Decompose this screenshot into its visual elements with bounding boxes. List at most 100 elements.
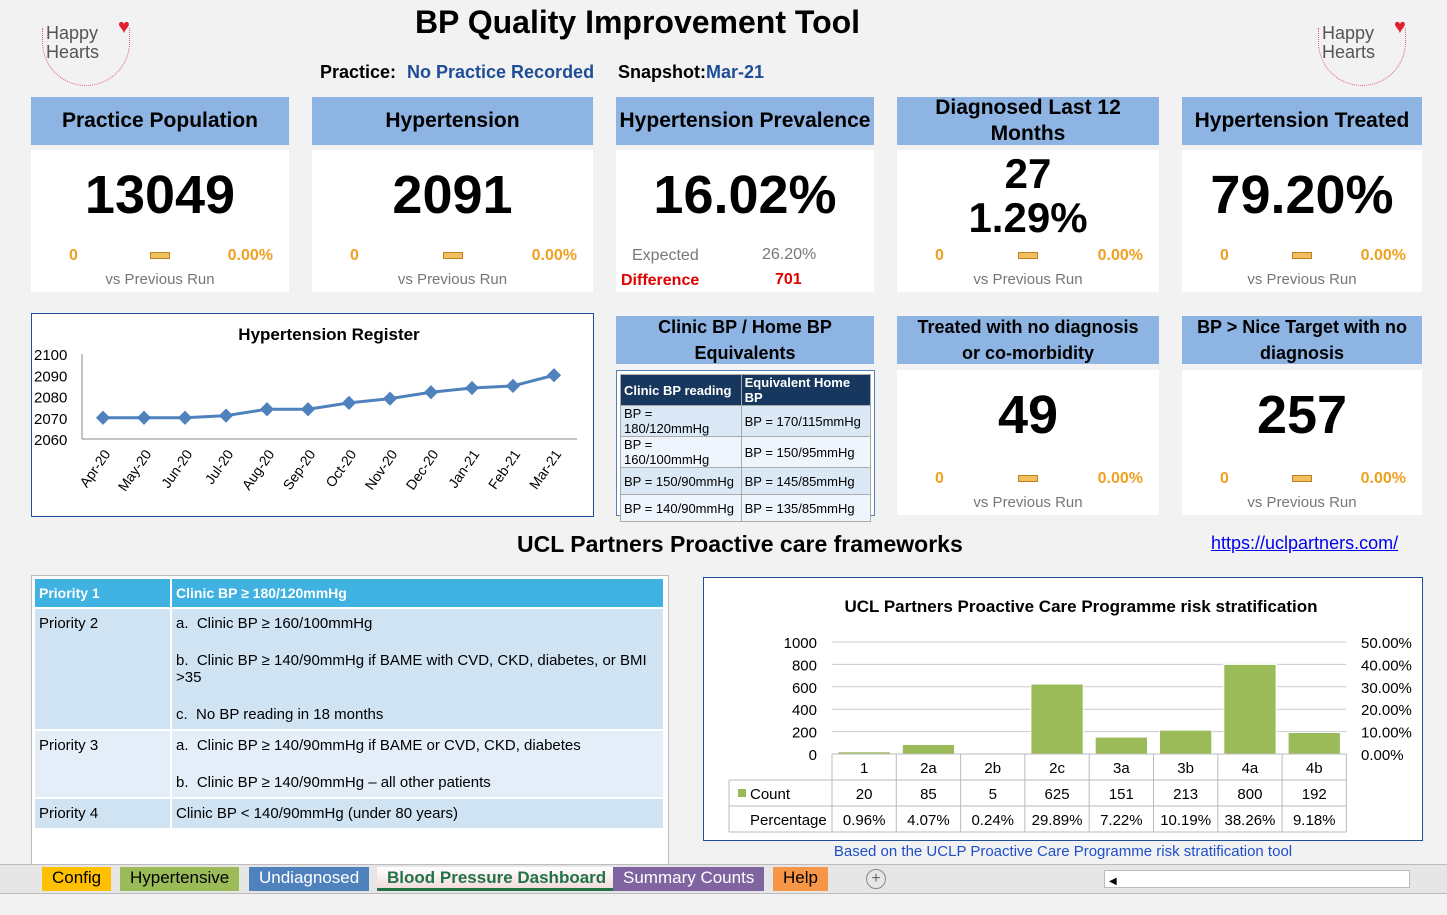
priority-row: Priority 2 a. Clinic BP ≥ 160/100mmHg b. C…: [35, 608, 665, 731]
y-tick-label: 2060: [34, 432, 67, 449]
table-cell: BP = 180/120mmHg: [620, 405, 742, 437]
table-row: BP = 180/120mmHg BP = 170/115mmHg: [620, 405, 872, 437]
metric-value: 16.02%: [653, 165, 837, 225]
table-cell: 0.96%: [843, 812, 886, 829]
sheet-tab[interactable]: Help: [773, 867, 828, 891]
table-cell: BP = 160/100mmHg: [620, 436, 742, 468]
snapshot-value: Mar-21: [706, 62, 765, 82]
section-title: UCL Partners Proactive care frameworks: [517, 531, 963, 557]
x-tick-label: Apr-20: [76, 446, 113, 490]
table-cell: 800: [1237, 786, 1262, 803]
table-cell: 85: [920, 786, 937, 803]
bar: [1287, 731, 1341, 755]
vs-previous-label: vs Previous Run: [973, 494, 1083, 511]
table-row: BP = 150/90mmHg BP = 145/85mmHg: [620, 467, 872, 495]
data-point: [423, 385, 439, 400]
data-point: [136, 410, 152, 425]
x-tick-label: Sep-20: [279, 446, 318, 492]
sheet-tab[interactable]: Config: [42, 867, 112, 891]
priority-row: Priority 4 Clinic BP < 140/90mmHg (under …: [35, 798, 665, 830]
metric-value: 79.20%: [1210, 165, 1394, 225]
table-cell: 29.89%: [1032, 812, 1083, 829]
equivalents-table: Clinic BP reading Equivalent Home BP BP =…: [616, 370, 875, 522]
table-cell: BP = 150/90mmHg: [620, 467, 742, 495]
y2-tick-label: 30.00%: [1361, 680, 1412, 697]
priority-row: Priority 1 Clinic BP ≥ 180/120mmHg: [35, 579, 665, 609]
change-value: 0: [350, 247, 359, 264]
table-cell: BP = 170/115mmHg: [740, 405, 872, 437]
table-cell: 4.07%: [907, 812, 950, 829]
table-cell: 151: [1109, 786, 1134, 803]
change-percent: 0.00%: [1360, 247, 1406, 264]
metric-card: 16.02% Expected 26.20% Difference 701: [616, 150, 874, 292]
card-title: Hypertension Prevalence: [616, 97, 874, 145]
metric-card: 2091 0 0.00% vs Previous Run: [312, 150, 593, 292]
table-cell: 9.18%: [1293, 812, 1336, 829]
priority-criterion: b. Clinic BP ≥ 140/90mmHg – all other pa…: [176, 774, 491, 791]
table-cell: BP = 150/95mmHg: [740, 436, 872, 468]
x-tick-label: Aug-20: [238, 446, 277, 492]
logo-left: Happy Hearts ♥: [30, 6, 130, 86]
bar: [1094, 736, 1149, 755]
table-cell: 213: [1173, 786, 1198, 803]
card-title: BP > Nice Target with no diagnosis: [1182, 316, 1422, 364]
y-tick-label: 600: [792, 680, 817, 697]
equivalents-title: Clinic BP / Home BP Equivalents: [616, 316, 874, 364]
x-tick-label: Mar-21: [526, 446, 565, 492]
x-tick-label: Feb-21: [485, 446, 524, 492]
change-value: 0: [935, 470, 944, 487]
add-sheet-icon[interactable]: +: [866, 869, 886, 889]
x-tick-label: Jan-21: [445, 446, 483, 490]
no-change-icon: [1292, 252, 1312, 259]
sheet-tab[interactable]: Blood Pressure Dashboard: [377, 867, 617, 891]
y-tick-label: 0: [809, 747, 817, 764]
bar: [901, 743, 956, 755]
table-cell: 3b: [1177, 760, 1194, 777]
metric-percent: 1.29%: [968, 194, 1088, 241]
table-cell: 0.24%: [971, 812, 1014, 829]
sheet-tab[interactable]: Undiagnosed: [249, 867, 370, 891]
card-title: Diagnosed Last 12 Months: [897, 96, 1159, 145]
risk-stratification-chart: UCL Partners Proactive Care Programme ri…: [703, 577, 1423, 841]
priority-label: Priority 2: [35, 608, 172, 731]
expected-label: Expected: [632, 247, 699, 264]
change-value: 0: [1220, 470, 1229, 487]
data-point: [464, 380, 480, 396]
expected-value: 26.20%: [762, 246, 817, 263]
no-change-icon: [442, 252, 463, 259]
table-row: BP = 140/90mmHg BP = 135/85mmHg: [620, 494, 872, 522]
metric-card: 79.20% 0 0.00% vs Previous Run: [1182, 150, 1422, 292]
sheet-tab[interactable]: Hypertensive: [120, 867, 240, 891]
priority-label: Priority 4: [35, 798, 172, 830]
y2-tick-label: 0.00%: [1361, 747, 1404, 764]
uclpartners-link[interactable]: https://uclpartners.com/: [1211, 533, 1399, 553]
table-cell: 3a: [1113, 760, 1130, 777]
priority-row: Priority 3 a. Clinic BP ≥ 140/90mmHg if B…: [35, 730, 665, 799]
table-cell: 4a: [1242, 760, 1259, 777]
table-cell: 7.22%: [1100, 812, 1143, 829]
table-cell: BP = 135/85mmHg: [740, 494, 872, 522]
y-tick-label: 200: [792, 725, 817, 742]
metric-value: 13049: [84, 165, 236, 225]
change-value: 0: [935, 247, 944, 264]
table-cell: 2c: [1049, 760, 1065, 777]
sheet-tab-bar: Config Hypertensive Undiagnosed Blood Press…: [0, 864, 1447, 894]
priority-criterion: Clinic BP ≥ 180/120mmHg: [176, 585, 347, 601]
metric-value: 257: [1256, 385, 1348, 445]
row-label: Percentage: [750, 812, 827, 829]
y2-tick-label: 40.00%: [1361, 657, 1412, 674]
sheet-tab[interactable]: Summary Counts: [613, 867, 765, 891]
vs-previous-label: vs Previous Run: [1247, 494, 1357, 511]
metric-value: 27: [1004, 150, 1052, 197]
col-header: Clinic BP reading: [620, 374, 742, 406]
y2-tick-label: 10.00%: [1361, 725, 1412, 742]
col-header: Equivalent Home BP: [740, 374, 872, 406]
horizontal-scrollbar[interactable]: ◀: [1104, 870, 1410, 888]
change-percent: 0.00%: [1097, 470, 1143, 487]
y2-tick-label: 50.00%: [1361, 635, 1412, 652]
no-change-icon: [1018, 475, 1038, 482]
bar: [1223, 663, 1277, 755]
card-title: Practice Population: [31, 97, 289, 145]
scroll-left-icon[interactable]: ◀: [1109, 876, 1117, 887]
metric-value: 2091: [392, 165, 513, 225]
